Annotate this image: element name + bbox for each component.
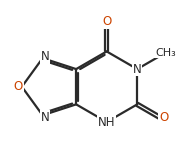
Text: CH₃: CH₃ <box>155 48 176 58</box>
Text: N: N <box>41 111 50 123</box>
Text: N: N <box>133 63 142 76</box>
Text: O: O <box>159 111 168 124</box>
Text: N: N <box>41 50 50 63</box>
Text: O: O <box>102 15 111 28</box>
Text: O: O <box>14 80 23 93</box>
Text: NH: NH <box>98 116 115 128</box>
